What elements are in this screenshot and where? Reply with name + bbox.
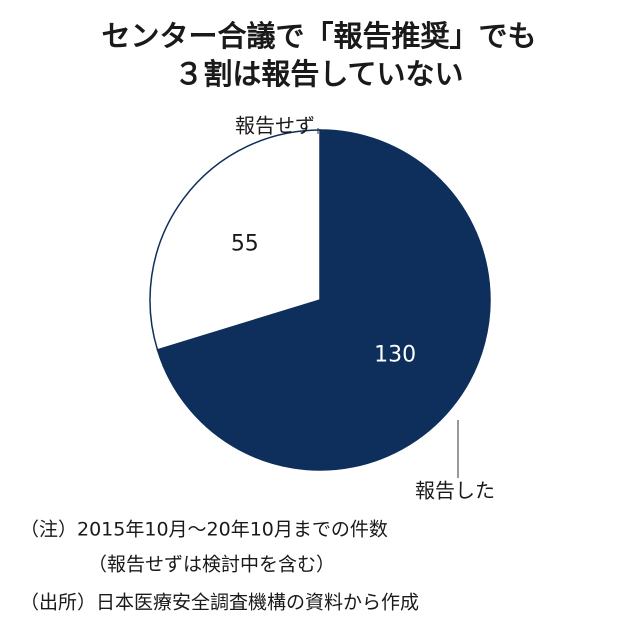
note: （報告せずは検討中を含む） <box>88 554 335 576</box>
value-label: 55 <box>231 231 259 256</box>
chart-title: ３割は報告していない <box>174 57 463 91</box>
chart-title: センター合議で「報告推奨」でも <box>101 19 536 53</box>
pie-slice <box>156 129 491 471</box>
value-label: 130 <box>374 343 416 368</box>
note: （注）2015年10月～20年10月までの件数 <box>20 519 388 541</box>
note: （出所）日本医療安全調査機構の資料から作成 <box>20 592 419 614</box>
category-label: 報告した <box>415 479 495 503</box>
category-label: 報告せず <box>235 114 315 138</box>
pie-slice <box>149 129 321 351</box>
